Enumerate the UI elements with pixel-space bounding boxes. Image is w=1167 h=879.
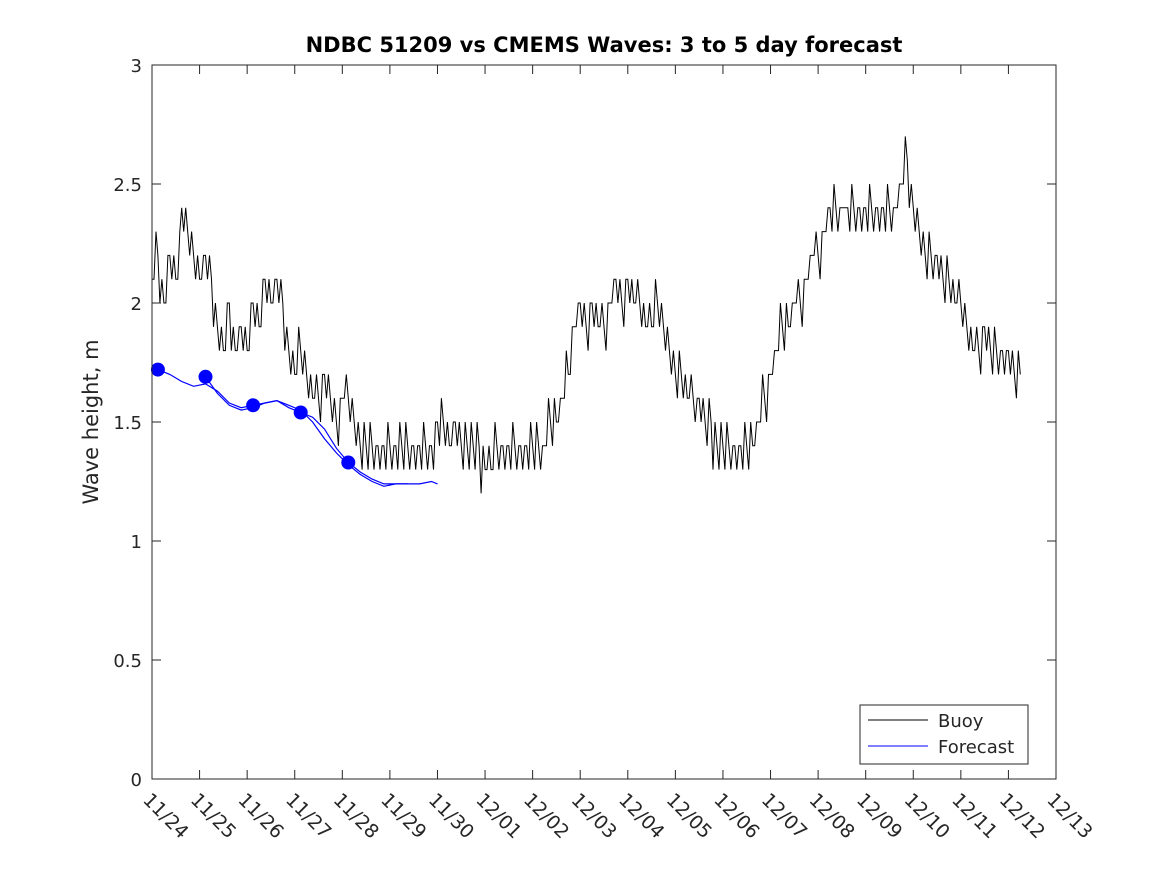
forecast-start-marker <box>198 369 213 384</box>
y-tick-label: 2 <box>131 294 142 315</box>
forecast-start-marker <box>246 398 261 413</box>
legend: Buoy Forecast <box>859 704 1029 765</box>
y-tick-label: 3 <box>131 56 142 77</box>
y-tick-label: 1 <box>131 532 142 553</box>
chart-title: NDBC 51209 vs CMEMS Waves: 3 to 5 day fo… <box>306 33 903 57</box>
legend-label-buoy: Buoy <box>938 711 984 732</box>
y-axis-label: Wave height, m <box>79 339 103 504</box>
forecast-start-marker <box>150 362 165 377</box>
legend-label-forecast: Forecast <box>938 737 1014 758</box>
y-tick-label: 0 <box>131 770 142 791</box>
y-tick-label: 0.5 <box>113 651 142 672</box>
forecast-start-marker <box>341 455 356 470</box>
forecast-start-marker <box>293 405 308 420</box>
buoy-line <box>152 136 1021 494</box>
y-tick-label: 1.5 <box>113 413 142 434</box>
legend-box <box>859 704 1029 765</box>
y-tick-label: 2.5 <box>113 175 142 196</box>
